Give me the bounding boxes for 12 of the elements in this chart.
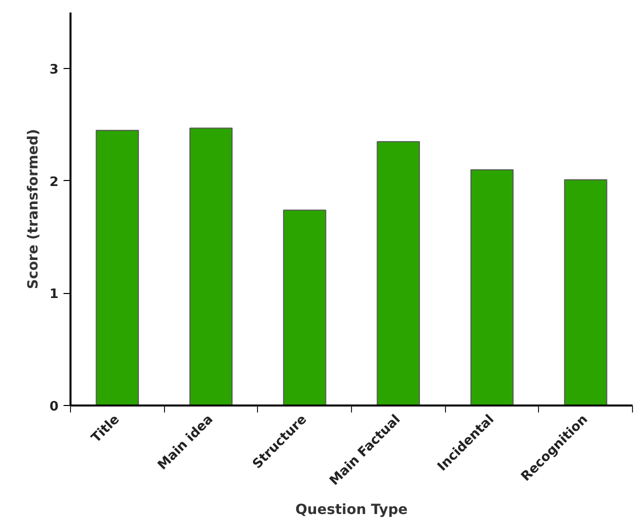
y-tick-label: 3	[49, 62, 58, 78]
x-axis-title: Question Type	[295, 502, 408, 518]
y-tick-label: 0	[49, 400, 58, 414]
bar	[376, 141, 420, 406]
bar	[189, 128, 233, 406]
y-tick-label: 2	[49, 174, 58, 190]
bar	[564, 179, 608, 406]
bar	[470, 169, 514, 406]
bar	[283, 210, 326, 406]
y-axis-title: Score (transformed)	[25, 128, 42, 290]
y-tick-label: 1	[49, 287, 58, 302]
bar	[96, 130, 139, 406]
